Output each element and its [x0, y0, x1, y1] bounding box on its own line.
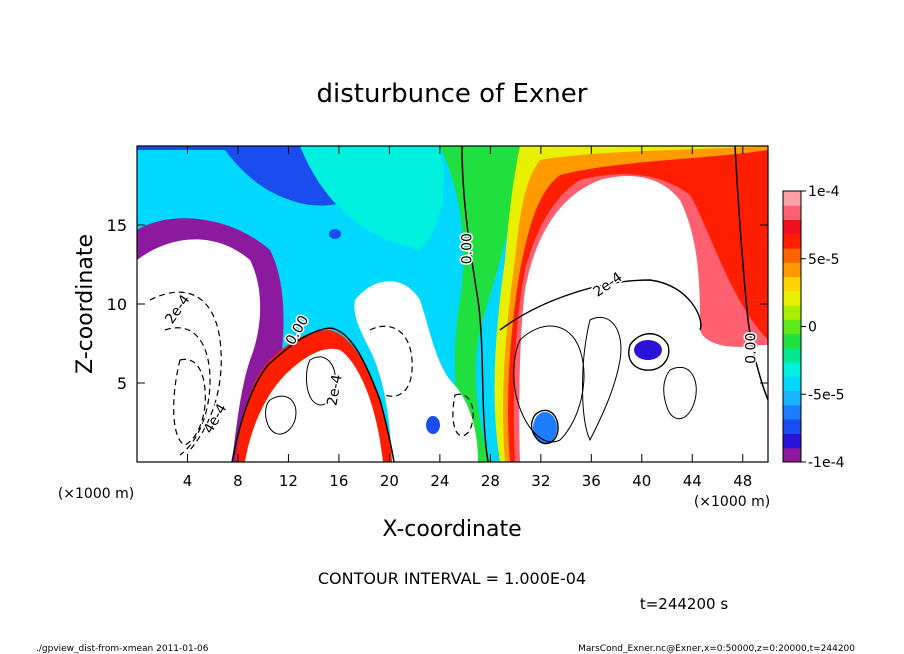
contour-dashed: [369, 325, 413, 397]
contour-label: 0.00: [743, 333, 759, 364]
contour-zero: [734, 146, 768, 401]
colorbar-swatch: [783, 276, 801, 292]
x-tick-label: 40: [632, 472, 651, 490]
x-unit-right: (×1000 m): [694, 494, 770, 510]
contour-solid: [265, 395, 297, 435]
contour-dashed: [173, 358, 206, 446]
x-tick-label: 44: [683, 472, 702, 490]
colorbar-swatch: [783, 347, 801, 363]
field-blob: [533, 412, 557, 444]
x-tick-label: 16: [329, 472, 348, 490]
contour-dashed: [164, 327, 211, 456]
field-blob: [329, 229, 341, 239]
field-white-region-right: [519, 176, 768, 462]
colorbar-tick-label: -5e-5: [808, 387, 845, 403]
contour-interval-text: CONTOUR INTERVAL = 1.000E-04: [318, 569, 586, 588]
colorbar-swatch: [783, 447, 801, 463]
x-tick-label: 4: [183, 472, 193, 490]
colorbar-swatch: [783, 390, 801, 406]
contour-zero: [231, 327, 395, 462]
time-text: t=244200 s: [640, 595, 728, 613]
contour-solid: [582, 317, 622, 442]
y-axis-label: Z-coordinate: [73, 234, 98, 374]
x-tick-label: 8: [233, 472, 243, 490]
colorbar-swatch: [783, 219, 801, 235]
colorbar-swatch: [783, 248, 801, 263]
colorbar-swatch: [783, 376, 801, 392]
colorbar-tick-label: 0: [808, 320, 817, 336]
contour-solid: [663, 366, 697, 420]
footer-left: ./gpview_dist-from-xmean 2011-01-06: [36, 644, 209, 654]
chart-title: disturbunce of Exner: [317, 79, 588, 109]
colorbar-swatch: [783, 233, 801, 249]
x-axis: 4 8 12 16 20 24 28 32 36 40 44 48: [183, 146, 752, 490]
colorbar-swatch: [783, 433, 801, 449]
contour-solid: [499, 279, 702, 331]
contour-lines: [149, 146, 768, 462]
contour-solid: [628, 333, 670, 371]
x-axis-label: X-coordinate: [382, 517, 521, 542]
contour-zero: [461, 146, 489, 462]
colorbar-swatch: [783, 362, 801, 377]
contour-dashed: [452, 393, 474, 437]
contour-solid: [513, 325, 585, 443]
x-tick-label: 32: [531, 472, 550, 490]
colorbar: 1e-4 5e-5 0 -5e-5 -1e-4: [782, 184, 845, 471]
y-axis: 5 10 15: [107, 216, 768, 393]
colorbar-swatch: [783, 305, 801, 320]
y-tick-label: 15: [107, 216, 127, 235]
colorbar-swatch: [783, 319, 801, 335]
x-unit-left: (×1000 m): [58, 486, 134, 502]
field-blob: [426, 416, 440, 434]
colorbar-swatch: [783, 290, 801, 306]
colorbar-swatch: [783, 191, 801, 206]
colorbar-tick-label: 1e-4: [808, 184, 840, 200]
field-band-green: [440, 146, 520, 462]
colorbar-tick-label: -1e-4: [808, 455, 845, 471]
contour-solid: [530, 409, 559, 445]
colorbar-swatch: [783, 262, 801, 278]
y-tick-label: 10: [107, 295, 127, 314]
x-tick-label: 48: [733, 472, 752, 490]
y-tick-label: 5: [117, 374, 127, 393]
footer-right: MarsCond_Exner.nc@Exner,x=0:50000,z=0:20…: [578, 644, 855, 654]
x-tick-label: 20: [380, 472, 399, 490]
colorbar-swatch: [783, 205, 801, 221]
field-blob: [634, 340, 662, 360]
field-white-region-left: [137, 239, 261, 462]
contour-dashed: [149, 291, 222, 451]
contour-label: 0.00: [459, 233, 475, 264]
contour-solid: [306, 356, 336, 406]
x-tick-label: 36: [582, 472, 601, 490]
field-band-cyan: [300, 146, 444, 250]
colorbar-swatch: [783, 333, 801, 349]
colorbar-swatch: [783, 419, 801, 434]
colorbar-swatch: [783, 404, 801, 420]
heatmap-field: [137, 146, 768, 462]
x-tick-label: 12: [279, 472, 298, 490]
x-tick-label: 24: [430, 472, 449, 490]
x-tick-label: 28: [481, 472, 500, 490]
colorbar-tick-label: 5e-5: [808, 252, 839, 268]
